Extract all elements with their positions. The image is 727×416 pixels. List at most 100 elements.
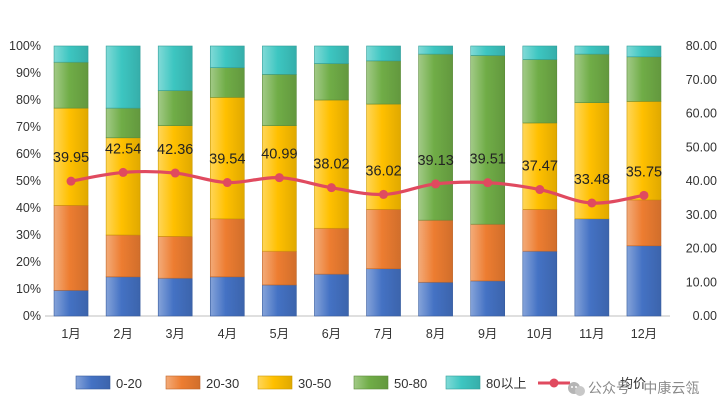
x-tick-label: 3月 — [165, 327, 184, 341]
wechat-icon — [568, 382, 585, 396]
bar-segment — [105, 137, 141, 236]
price-data-label: 38.02 — [313, 157, 349, 173]
price-data-label: 42.54 — [105, 141, 141, 157]
legend-item: 80以上 — [445, 375, 526, 391]
price-data-label: 39.13 — [417, 153, 453, 169]
bar-segment — [626, 199, 662, 247]
bar-segment — [262, 250, 297, 286]
price-line — [69, 169, 646, 205]
left-tick-label: 80% — [16, 93, 41, 107]
legend-line-marker — [549, 378, 559, 388]
bar-segment — [366, 60, 401, 105]
legend-label: 50-80 — [394, 376, 427, 391]
bar-segment — [470, 55, 506, 225]
bar-segment — [53, 61, 89, 109]
left-tick-label: 60% — [16, 147, 41, 161]
bar-segment — [209, 218, 245, 278]
left-axis: 0% 10% 20% 30% 40% 50% 60% 70% 80% 90% 100% — [9, 39, 41, 323]
right-axis: 0.00 10.00 20.00 30.00 40.00 50.00 60.00 70.00 8… — [686, 39, 717, 323]
bar-segment — [209, 45, 245, 68]
legend-item: 0-20 — [75, 375, 142, 391]
bar-segment — [105, 45, 141, 109]
bar-segment — [574, 45, 610, 55]
right-tick-label: 30.00 — [686, 208, 717, 222]
x-tick-label: 7月 — [374, 327, 393, 341]
price-point — [326, 183, 336, 193]
x-tick-label: 8月 — [426, 327, 445, 341]
x-tick-label: 6月 — [322, 327, 341, 341]
bar-segment — [366, 268, 401, 317]
bar-segment — [209, 97, 245, 220]
left-tick-label: 50% — [16, 174, 41, 188]
right-tick-label: 0.00 — [693, 309, 717, 323]
bar-segment — [522, 45, 558, 60]
bar-segment — [53, 290, 89, 317]
bar-segment — [157, 45, 193, 91]
bar-segment — [522, 122, 558, 210]
left-tick-label: 10% — [16, 282, 41, 296]
bar-segment — [418, 281, 453, 317]
bar-segment — [470, 280, 506, 317]
watermark-text: 公众号 · 中康云瓴 — [588, 380, 699, 397]
x-tick-label: 10月 — [527, 327, 553, 341]
price-data-label: 36.02 — [365, 163, 401, 179]
legend-item: 20-30 — [165, 375, 239, 391]
bar-segment — [314, 273, 349, 317]
legend-item: 30-50 — [257, 375, 331, 391]
price-data-label: 35.75 — [626, 164, 662, 180]
bar-segment — [418, 45, 453, 55]
price-data-label: 39.51 — [470, 152, 506, 168]
left-tick-label: 30% — [16, 228, 41, 242]
price-line-group — [66, 167, 649, 208]
price-data-label: 42.36 — [157, 142, 193, 158]
bar-segment — [209, 276, 245, 317]
legend-swatch — [353, 375, 389, 390]
bar-segment — [53, 205, 89, 291]
legend-label: 均价 — [620, 376, 646, 391]
right-tick-label: 50.00 — [686, 140, 717, 154]
price-point — [639, 190, 649, 200]
bar-segment — [626, 56, 662, 102]
x-tick-label: 2月 — [113, 327, 132, 341]
left-tick-label: 100% — [9, 39, 41, 53]
bar-segment — [53, 45, 89, 63]
legend: 0-20 20-30 30-50 50-80 80以上 均价 — [75, 375, 646, 391]
legend-swatch — [165, 375, 201, 390]
right-tick-label: 70.00 — [686, 73, 717, 87]
bar-segment — [418, 53, 453, 221]
x-tick-label: 5月 — [270, 327, 289, 341]
bar-segment — [262, 125, 297, 252]
legend-label: 80以上 — [486, 376, 526, 391]
bar-segment — [626, 101, 662, 201]
bar-segment — [157, 90, 193, 126]
legend-label: 20-30 — [206, 376, 239, 391]
legend-item: 均价 — [538, 376, 646, 391]
price-point — [66, 176, 76, 186]
bar-segment — [626, 45, 662, 58]
bars — [53, 45, 662, 317]
price-data-label: 33.48 — [574, 172, 610, 188]
bar-segment — [105, 276, 141, 317]
x-tick-label: 11月 — [579, 327, 604, 341]
bar-segment — [262, 284, 297, 317]
price-point — [535, 185, 545, 195]
price-point — [170, 168, 180, 178]
x-tick-label: 4月 — [218, 327, 237, 341]
legend-swatch — [257, 375, 293, 390]
price-data-label: 40.99 — [261, 147, 297, 163]
price-data-label: 39.95 — [53, 150, 89, 166]
legend-label: 0-20 — [116, 376, 142, 391]
right-tick-label: 80.00 — [686, 39, 717, 53]
bar-segment — [314, 63, 349, 101]
bar-segment — [574, 218, 610, 317]
right-tick-label: 10.00 — [686, 275, 717, 289]
left-tick-label: 0% — [23, 309, 41, 323]
data-labels: 39.95 42.54 42.36 39.54 40.99 38.02 36.02 39.13… — [53, 141, 662, 188]
bar-segment — [157, 277, 193, 317]
price-point — [274, 173, 284, 183]
price-point — [379, 189, 389, 199]
price-point — [483, 178, 493, 188]
bar-segment — [209, 67, 245, 98]
bar-segment — [418, 219, 453, 283]
